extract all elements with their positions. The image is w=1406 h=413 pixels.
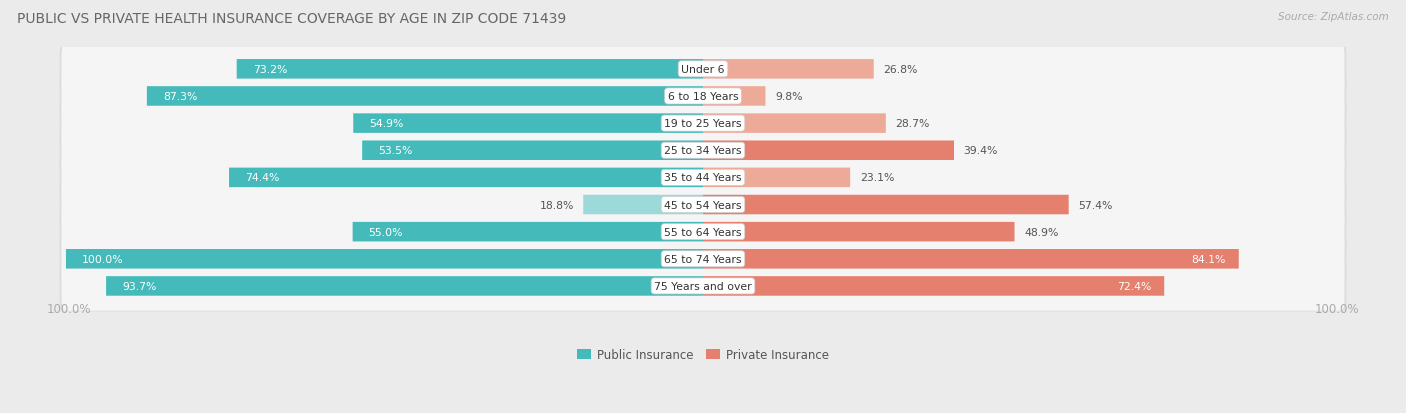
- Text: 100.0%: 100.0%: [1315, 302, 1360, 315]
- Text: 100.0%: 100.0%: [82, 254, 124, 264]
- Text: 84.1%: 84.1%: [1192, 254, 1226, 264]
- FancyBboxPatch shape: [229, 168, 703, 188]
- Text: Under 6: Under 6: [682, 65, 724, 75]
- Text: 53.5%: 53.5%: [378, 146, 412, 156]
- FancyBboxPatch shape: [703, 87, 765, 107]
- FancyBboxPatch shape: [583, 195, 703, 215]
- FancyBboxPatch shape: [703, 141, 955, 161]
- FancyBboxPatch shape: [703, 222, 1015, 242]
- Text: 23.1%: 23.1%: [859, 173, 894, 183]
- Text: 55 to 64 Years: 55 to 64 Years: [664, 227, 742, 237]
- Text: 74.4%: 74.4%: [245, 173, 280, 183]
- Text: 75 Years and over: 75 Years and over: [654, 281, 752, 291]
- FancyBboxPatch shape: [59, 71, 1347, 122]
- Text: 65 to 74 Years: 65 to 74 Years: [664, 254, 742, 264]
- FancyBboxPatch shape: [59, 234, 1347, 285]
- FancyBboxPatch shape: [703, 249, 1239, 269]
- FancyBboxPatch shape: [146, 87, 703, 107]
- FancyBboxPatch shape: [59, 98, 1347, 149]
- Text: 26.8%: 26.8%: [883, 65, 918, 75]
- Text: 55.0%: 55.0%: [368, 227, 404, 237]
- Text: 87.3%: 87.3%: [163, 92, 197, 102]
- Text: 45 to 54 Years: 45 to 54 Years: [664, 200, 742, 210]
- FancyBboxPatch shape: [353, 114, 703, 133]
- FancyBboxPatch shape: [703, 195, 1069, 215]
- FancyBboxPatch shape: [62, 235, 1344, 284]
- FancyBboxPatch shape: [66, 249, 703, 269]
- Text: 39.4%: 39.4%: [963, 146, 998, 156]
- Text: 93.7%: 93.7%: [122, 281, 156, 291]
- FancyBboxPatch shape: [703, 60, 873, 79]
- FancyBboxPatch shape: [62, 45, 1344, 94]
- Text: 54.9%: 54.9%: [370, 119, 404, 129]
- FancyBboxPatch shape: [62, 261, 1344, 311]
- FancyBboxPatch shape: [59, 206, 1347, 258]
- Text: 72.4%: 72.4%: [1118, 281, 1152, 291]
- FancyBboxPatch shape: [59, 261, 1347, 312]
- FancyBboxPatch shape: [62, 180, 1344, 230]
- Text: 6 to 18 Years: 6 to 18 Years: [668, 92, 738, 102]
- Text: Source: ZipAtlas.com: Source: ZipAtlas.com: [1278, 12, 1389, 22]
- Text: 73.2%: 73.2%: [253, 65, 287, 75]
- FancyBboxPatch shape: [363, 141, 703, 161]
- Text: 25 to 34 Years: 25 to 34 Years: [664, 146, 742, 156]
- Text: 9.8%: 9.8%: [775, 92, 803, 102]
- Text: PUBLIC VS PRIVATE HEALTH INSURANCE COVERAGE BY AGE IN ZIP CODE 71439: PUBLIC VS PRIVATE HEALTH INSURANCE COVER…: [17, 12, 567, 26]
- FancyBboxPatch shape: [59, 152, 1347, 203]
- Text: 48.9%: 48.9%: [1024, 227, 1059, 237]
- FancyBboxPatch shape: [353, 222, 703, 242]
- FancyBboxPatch shape: [62, 72, 1344, 121]
- FancyBboxPatch shape: [59, 180, 1347, 230]
- Text: 100.0%: 100.0%: [46, 302, 91, 315]
- FancyBboxPatch shape: [105, 276, 703, 296]
- FancyBboxPatch shape: [236, 60, 703, 79]
- Text: 35 to 44 Years: 35 to 44 Years: [664, 173, 742, 183]
- FancyBboxPatch shape: [62, 99, 1344, 148]
- Text: 18.8%: 18.8%: [540, 200, 574, 210]
- FancyBboxPatch shape: [62, 207, 1344, 257]
- Text: 19 to 25 Years: 19 to 25 Years: [664, 119, 742, 129]
- Legend: Public Insurance, Private Insurance: Public Insurance, Private Insurance: [572, 343, 834, 366]
- FancyBboxPatch shape: [59, 44, 1347, 95]
- FancyBboxPatch shape: [703, 168, 851, 188]
- Text: 57.4%: 57.4%: [1078, 200, 1112, 210]
- FancyBboxPatch shape: [62, 126, 1344, 176]
- Text: 28.7%: 28.7%: [896, 119, 929, 129]
- FancyBboxPatch shape: [59, 126, 1347, 176]
- FancyBboxPatch shape: [703, 276, 1164, 296]
- FancyBboxPatch shape: [703, 114, 886, 133]
- FancyBboxPatch shape: [62, 153, 1344, 203]
